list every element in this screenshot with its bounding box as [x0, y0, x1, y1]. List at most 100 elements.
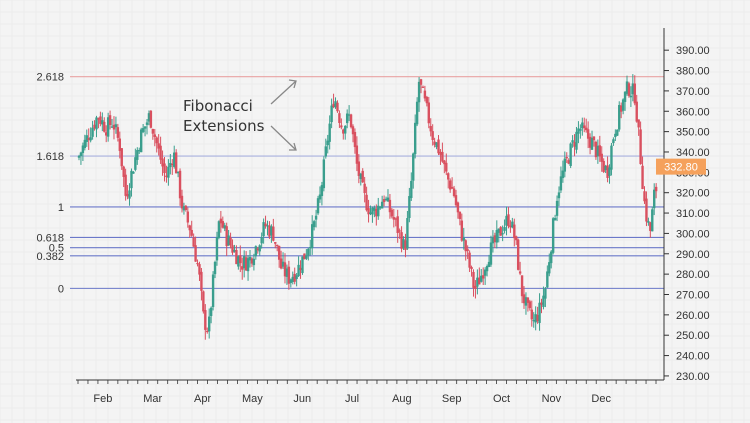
fib-level-label: 0.618 [36, 232, 64, 244]
candle-body-down [472, 271, 475, 288]
candle-body-up [312, 221, 316, 228]
candle-body-up [270, 226, 273, 236]
candle-body-down [340, 125, 343, 128]
y-tick-label: 370.00 [676, 86, 710, 98]
candle-body-down [396, 216, 399, 233]
candle-body-down [361, 170, 364, 183]
arrow-down-head-icon [289, 142, 297, 151]
candle-body-up [631, 83, 635, 95]
candle-body-down [392, 217, 396, 220]
y-tick-label: 280.00 [676, 269, 710, 281]
candle-body-down [194, 245, 197, 262]
candle-body-up [285, 268, 289, 277]
fib-level-label: 0.5 [49, 243, 64, 255]
x-tick-label: Nov [542, 393, 562, 405]
candle-body-up [487, 261, 491, 267]
candle-body-down [447, 173, 450, 180]
candle-body-down [87, 137, 90, 141]
candle-body-down [349, 114, 353, 128]
candle-body-down [437, 139, 440, 154]
candle-body-up [314, 215, 318, 220]
candle-body-up [579, 129, 582, 131]
candle-body-up [324, 146, 327, 157]
candle-body-up [182, 206, 186, 211]
candlestick-series [77, 74, 658, 340]
candle-body-up [485, 265, 489, 272]
candle-body-down [509, 225, 512, 228]
annotation-line-1: Fibonacci [183, 97, 253, 115]
candle-body-up [246, 258, 250, 272]
y-tick-label: 360.00 [676, 106, 710, 118]
annotation-line-2: Extensions [183, 117, 265, 135]
candle-body-up [480, 275, 483, 282]
candle-body-up [629, 95, 633, 98]
candle-body-down [363, 183, 366, 194]
candle-body-up [309, 246, 312, 249]
candle-body-down [429, 126, 432, 132]
candle-body-down [598, 145, 602, 157]
candle-body-up [553, 218, 557, 221]
candle-body-down [353, 131, 357, 148]
y-tick-label: 350.00 [676, 127, 710, 139]
candle-body-up [326, 140, 329, 146]
candle-body-down [351, 126, 355, 135]
x-tick-label: Mar [143, 393, 162, 405]
candle-body-up [596, 145, 600, 157]
candle-body-down [174, 152, 178, 174]
candle-body-up [577, 128, 580, 134]
candle-body-up [373, 207, 376, 211]
candle-body-down [118, 138, 122, 151]
candle-body-up [330, 105, 333, 123]
candle-body-down [445, 162, 448, 172]
candle-body-up [462, 237, 465, 241]
candle-body-up [563, 158, 567, 172]
candle-body-down [153, 134, 156, 138]
candle-body-down [272, 226, 275, 241]
candle-body-up [347, 114, 351, 116]
y-tick-label: 380.00 [676, 66, 710, 78]
candle-body-down [592, 136, 596, 141]
candle-body-up [557, 192, 561, 199]
candle-body-down [268, 225, 271, 237]
candle-body-down [171, 163, 174, 166]
candle-body-down [394, 218, 397, 220]
candle-body-down [567, 160, 570, 164]
candle-body-up [623, 91, 627, 102]
candle-body-down [256, 248, 259, 251]
candle-body-up [551, 218, 555, 253]
candle-body-down [157, 143, 160, 149]
candle-body-down [627, 83, 631, 96]
y-tick-label: 290.00 [676, 249, 710, 261]
candle-body-up [211, 274, 215, 308]
candle-body-up [128, 190, 131, 199]
candle-body-up [402, 239, 405, 249]
candle-body-up [571, 140, 574, 143]
candle-body-up [503, 227, 506, 231]
candle-body-up [410, 180, 413, 198]
fibonacci-annotation: Fibonacci Extensions [183, 79, 297, 151]
candle-body-up [559, 176, 563, 191]
candle-body-down [229, 237, 232, 246]
candle-body-up [532, 320, 535, 322]
x-tick-label: Jun [293, 393, 311, 405]
candle-body-down [588, 136, 592, 148]
candle-body-down [188, 225, 191, 231]
last-price-label: 332.80 [664, 162, 698, 174]
candle-body-down [606, 165, 609, 178]
fib-level-label: 1 [58, 202, 64, 214]
candle-body-down [204, 310, 207, 330]
candle-body-down [108, 115, 112, 126]
candle-body-up [604, 166, 607, 170]
candle-body-down [274, 242, 277, 244]
candle-body-up [651, 209, 654, 232]
x-tick-label: Dec [591, 393, 611, 405]
candle-body-up [610, 145, 613, 170]
candle-body-down [388, 199, 392, 213]
candle-body-up [379, 207, 382, 209]
candle-body-down [332, 103, 335, 108]
candle-body-up [483, 269, 487, 276]
candle-body-up [497, 228, 500, 233]
candle-body-down [584, 127, 588, 131]
